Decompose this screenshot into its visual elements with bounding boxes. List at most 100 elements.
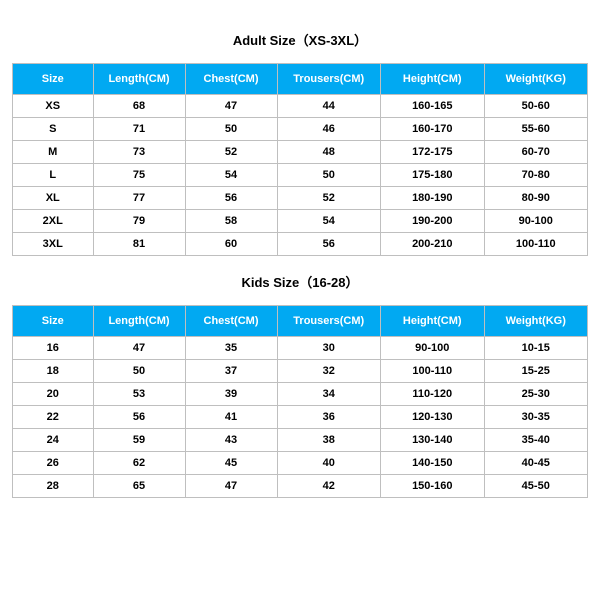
size-chart-container: Adult Size（XS-3XL） Size Length(CM) Chest… bbox=[0, 0, 600, 510]
table-row: 26624540140-15040-45 bbox=[13, 452, 588, 475]
cell: 68 bbox=[93, 95, 185, 118]
cell: 172-175 bbox=[381, 141, 485, 164]
col-trousers: Trousers(CM) bbox=[277, 306, 381, 337]
table-row: 3XL816056200-210100-110 bbox=[13, 233, 588, 256]
cell: 47 bbox=[93, 337, 185, 360]
adult-size-table: Size Length(CM) Chest(CM) Trousers(CM) H… bbox=[12, 63, 588, 256]
cell: 140-150 bbox=[381, 452, 485, 475]
cell: 2XL bbox=[13, 210, 94, 233]
cell: 55-60 bbox=[484, 118, 588, 141]
cell: 41 bbox=[185, 406, 277, 429]
cell: 190-200 bbox=[381, 210, 485, 233]
cell: 15-25 bbox=[484, 360, 588, 383]
table-row: 2XL795854190-20090-100 bbox=[13, 210, 588, 233]
cell: M bbox=[13, 141, 94, 164]
cell: 100-110 bbox=[381, 360, 485, 383]
cell: 71 bbox=[93, 118, 185, 141]
cell: 180-190 bbox=[381, 187, 485, 210]
cell: 150-160 bbox=[381, 475, 485, 498]
table-row: 24594338130-14035-40 bbox=[13, 429, 588, 452]
table-row: M735248172-17560-70 bbox=[13, 141, 588, 164]
cell: 60-70 bbox=[484, 141, 588, 164]
cell: 52 bbox=[277, 187, 381, 210]
cell: 90-100 bbox=[484, 210, 588, 233]
col-trousers: Trousers(CM) bbox=[277, 64, 381, 95]
cell: 56 bbox=[277, 233, 381, 256]
col-chest: Chest(CM) bbox=[185, 64, 277, 95]
cell: 130-140 bbox=[381, 429, 485, 452]
cell: 59 bbox=[93, 429, 185, 452]
table-row: 20533934110-12025-30 bbox=[13, 383, 588, 406]
cell: 58 bbox=[185, 210, 277, 233]
cell: 110-120 bbox=[381, 383, 485, 406]
cell: 75 bbox=[93, 164, 185, 187]
table-row: 1647353090-10010-15 bbox=[13, 337, 588, 360]
cell: 62 bbox=[93, 452, 185, 475]
cell: 44 bbox=[277, 95, 381, 118]
cell: 50 bbox=[185, 118, 277, 141]
cell: 60 bbox=[185, 233, 277, 256]
kids-size-table: Size Length(CM) Chest(CM) Trousers(CM) H… bbox=[12, 305, 588, 498]
cell: 50 bbox=[277, 164, 381, 187]
cell: 24 bbox=[13, 429, 94, 452]
cell: L bbox=[13, 164, 94, 187]
cell: S bbox=[13, 118, 94, 141]
cell: 73 bbox=[93, 141, 185, 164]
cell: 10-15 bbox=[484, 337, 588, 360]
cell: 36 bbox=[277, 406, 381, 429]
cell: 47 bbox=[185, 475, 277, 498]
cell: 46 bbox=[277, 118, 381, 141]
cell: 70-80 bbox=[484, 164, 588, 187]
cell: 22 bbox=[13, 406, 94, 429]
cell: 35-40 bbox=[484, 429, 588, 452]
table-row: S715046160-17055-60 bbox=[13, 118, 588, 141]
col-size: Size bbox=[13, 64, 94, 95]
cell: 40-45 bbox=[484, 452, 588, 475]
col-weight: Weight(KG) bbox=[484, 306, 588, 337]
cell: 54 bbox=[277, 210, 381, 233]
cell: 53 bbox=[93, 383, 185, 406]
cell: 65 bbox=[93, 475, 185, 498]
cell: XS bbox=[13, 95, 94, 118]
cell: 77 bbox=[93, 187, 185, 210]
cell: XL bbox=[13, 187, 94, 210]
cell: 79 bbox=[93, 210, 185, 233]
table-header-row: Size Length(CM) Chest(CM) Trousers(CM) H… bbox=[13, 306, 588, 337]
cell: 35 bbox=[185, 337, 277, 360]
cell: 30-35 bbox=[484, 406, 588, 429]
table-row: XS684744160-16550-60 bbox=[13, 95, 588, 118]
cell: 56 bbox=[93, 406, 185, 429]
cell: 80-90 bbox=[484, 187, 588, 210]
adult-title: Adult Size（XS-3XL） bbox=[12, 30, 588, 49]
col-height: Height(CM) bbox=[381, 306, 485, 337]
table-row: XL775652180-19080-90 bbox=[13, 187, 588, 210]
cell: 48 bbox=[277, 141, 381, 164]
cell: 34 bbox=[277, 383, 381, 406]
cell: 18 bbox=[13, 360, 94, 383]
table-header-row: Size Length(CM) Chest(CM) Trousers(CM) H… bbox=[13, 64, 588, 95]
cell: 56 bbox=[185, 187, 277, 210]
cell: 43 bbox=[185, 429, 277, 452]
cell: 39 bbox=[185, 383, 277, 406]
cell: 54 bbox=[185, 164, 277, 187]
cell: 42 bbox=[277, 475, 381, 498]
cell: 28 bbox=[13, 475, 94, 498]
kids-title: Kids Size（16-28） bbox=[12, 272, 588, 291]
cell: 45 bbox=[185, 452, 277, 475]
table-row: 22564136120-13030-35 bbox=[13, 406, 588, 429]
cell: 3XL bbox=[13, 233, 94, 256]
col-size: Size bbox=[13, 306, 94, 337]
col-chest: Chest(CM) bbox=[185, 306, 277, 337]
cell: 30 bbox=[277, 337, 381, 360]
cell: 38 bbox=[277, 429, 381, 452]
cell: 200-210 bbox=[381, 233, 485, 256]
cell: 175-180 bbox=[381, 164, 485, 187]
cell: 52 bbox=[185, 141, 277, 164]
cell: 37 bbox=[185, 360, 277, 383]
table-row: 18503732100-11015-25 bbox=[13, 360, 588, 383]
cell: 40 bbox=[277, 452, 381, 475]
table-row: 28654742150-16045-50 bbox=[13, 475, 588, 498]
cell: 25-30 bbox=[484, 383, 588, 406]
cell: 120-130 bbox=[381, 406, 485, 429]
cell: 160-170 bbox=[381, 118, 485, 141]
